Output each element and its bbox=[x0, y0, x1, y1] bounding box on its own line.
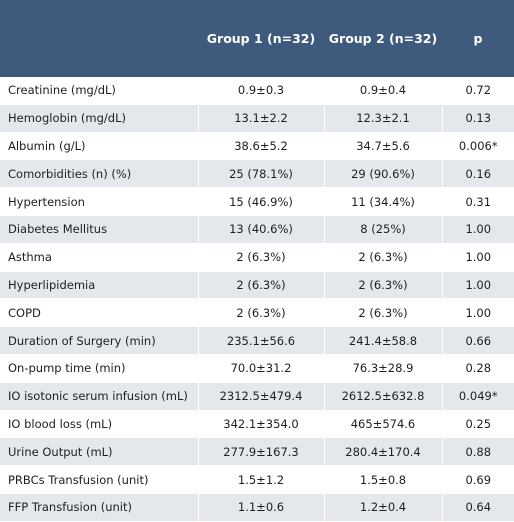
group-1-cell: 2 (6.3%) bbox=[197, 243, 324, 272]
p-value-cell: 0.31 bbox=[441, 187, 514, 216]
table-row: Duration of Surgery (min) 235.1±56.6 241.4… bbox=[0, 326, 514, 355]
p-value-cell: 0.88 bbox=[441, 437, 514, 467]
table-header: Group 1 (n=32) Group 2 (n=32) p bbox=[0, 0, 514, 77]
group-1-cell: 2 (6.3%) bbox=[197, 271, 324, 300]
p-value-cell: 0.28 bbox=[441, 354, 514, 383]
group-1-cell: 235.1±56.6 bbox=[197, 326, 324, 355]
table-row: Hemoglobin (mg/dL) 13.1±2.2 12.3±2.1 0.13 bbox=[0, 104, 514, 133]
table-row: FFP Transfusion (unit) 1.1±0.6 1.2±0.4 0.64 bbox=[0, 493, 514, 522]
table-row: IO blood loss (mL) 342.1±354.0 465±574.6 0.… bbox=[0, 410, 514, 439]
table-row: COPD 2 (6.3%) 2 (6.3%) 1.00 bbox=[0, 298, 514, 328]
header-cell-variable bbox=[0, 0, 198, 77]
p-value-cell: 1.00 bbox=[441, 243, 514, 272]
variable-cell: Asthma bbox=[0, 243, 198, 272]
variable-cell: PRBCs Transfusion (unit) bbox=[0, 465, 198, 494]
group-1-cell: 25 (78.1%) bbox=[197, 159, 324, 189]
p-value-cell: 0.66 bbox=[441, 326, 514, 355]
group-1-cell: 70.0±31.2 bbox=[197, 354, 324, 383]
table-row: On-pump time (min) 70.0±31.2 76.3±28.9 0.28 bbox=[0, 354, 514, 383]
p-value-cell: 1.00 bbox=[441, 298, 514, 328]
group-2-cell: 280.4±170.4 bbox=[323, 437, 442, 467]
p-value-cell: 0.64 bbox=[441, 493, 514, 522]
header-cell-group-2: Group 2 (n=32) bbox=[324, 0, 442, 77]
group-2-cell: 8 (25%) bbox=[323, 215, 442, 244]
header-row: Group 1 (n=32) Group 2 (n=32) p bbox=[0, 0, 514, 77]
group-1-cell: 277.9±167.3 bbox=[197, 437, 324, 467]
variable-cell: IO blood loss (mL) bbox=[0, 410, 198, 439]
group-2-cell: 76.3±28.9 bbox=[323, 354, 442, 383]
p-value-cell: 1.00 bbox=[441, 271, 514, 300]
variable-cell: Urine Output (mL) bbox=[0, 437, 198, 467]
variable-cell: Albumin (g/L) bbox=[0, 132, 198, 161]
group-2-cell: 11 (34.4%) bbox=[323, 187, 442, 216]
group-2-cell: 1.5±0.8 bbox=[323, 465, 442, 494]
group-2-cell: 29 (90.6%) bbox=[323, 159, 442, 189]
table-row: Creatinine (mg/dL) 0.9±0.3 0.9±0.4 0.72 bbox=[0, 77, 514, 105]
variable-cell: COPD bbox=[0, 298, 198, 328]
p-value-cell: 0.16 bbox=[441, 159, 514, 189]
group-2-cell: 12.3±2.1 bbox=[323, 104, 442, 133]
table-body: Creatinine (mg/dL) 0.9±0.3 0.9±0.4 0.72 Hemo… bbox=[0, 77, 514, 522]
group-2-cell: 0.9±0.4 bbox=[323, 77, 442, 105]
variable-cell: Hypertension bbox=[0, 187, 198, 216]
group-1-cell: 13 (40.6%) bbox=[197, 215, 324, 244]
table-row: Urine Output (mL) 277.9±167.3 280.4±170.4 0… bbox=[0, 437, 514, 467]
variable-cell: IO isotonic serum infusion (mL) bbox=[0, 382, 198, 411]
table-row: Comorbidities (n) (%) 25 (78.1%) 29 (90.6%… bbox=[0, 159, 514, 189]
table-row: Hyperlipidemia 2 (6.3%) 2 (6.3%) 1.00 bbox=[0, 271, 514, 300]
p-value-cell: 0.13 bbox=[441, 104, 514, 133]
group-2-cell: 2 (6.3%) bbox=[323, 243, 442, 272]
group-1-cell: 38.6±5.2 bbox=[197, 132, 324, 161]
group-1-cell: 1.1±0.6 bbox=[197, 493, 324, 522]
variable-cell: Creatinine (mg/dL) bbox=[0, 77, 198, 105]
group-1-cell: 2 (6.3%) bbox=[197, 298, 324, 328]
variable-cell: Hemoglobin (mg/dL) bbox=[0, 104, 198, 133]
p-value-cell: 0.006* bbox=[441, 132, 514, 161]
p-value-cell: 1.00 bbox=[441, 215, 514, 244]
group-1-cell: 15 (46.9%) bbox=[197, 187, 324, 216]
p-value-cell: 0.25 bbox=[441, 410, 514, 439]
p-value-cell: 0.69 bbox=[441, 465, 514, 494]
group-2-cell: 34.7±5.6 bbox=[323, 132, 442, 161]
group-1-cell: 13.1±2.2 bbox=[197, 104, 324, 133]
header-cell-group-1: Group 1 (n=32) bbox=[198, 0, 324, 77]
group-1-cell: 1.5±1.2 bbox=[197, 465, 324, 494]
p-value-cell: 0.72 bbox=[441, 77, 514, 105]
table-row: Albumin (g/L) 38.6±5.2 34.7±5.6 0.006* bbox=[0, 132, 514, 161]
group-2-cell: 2612.5±632.8 bbox=[323, 382, 442, 411]
group-2-cell: 241.4±58.8 bbox=[323, 326, 442, 355]
group-1-cell: 2312.5±479.4 bbox=[197, 382, 324, 411]
variable-cell: On-pump time (min) bbox=[0, 354, 198, 383]
group-1-cell: 342.1±354.0 bbox=[197, 410, 324, 439]
group-2-cell: 465±574.6 bbox=[323, 410, 442, 439]
table-row: PRBCs Transfusion (unit) 1.5±1.2 1.5±0.8 0.… bbox=[0, 465, 514, 494]
variable-cell: FFP Transfusion (unit) bbox=[0, 493, 198, 522]
header-cell-p: p bbox=[442, 0, 514, 77]
variable-cell: Comorbidities (n) (%) bbox=[0, 159, 198, 189]
variable-cell: Diabetes Mellitus bbox=[0, 215, 198, 244]
table-row: Diabetes Mellitus 13 (40.6%) 8 (25%) 1.00 bbox=[0, 215, 514, 244]
variable-cell: Duration of Surgery (min) bbox=[0, 326, 198, 355]
variable-cell: Hyperlipidemia bbox=[0, 271, 198, 300]
table-row: Hypertension 15 (46.9%) 11 (34.4%) 0.31 bbox=[0, 187, 514, 216]
group-1-cell: 0.9±0.3 bbox=[197, 77, 324, 105]
group-2-cell: 1.2±0.4 bbox=[323, 493, 442, 522]
group-2-cell: 2 (6.3%) bbox=[323, 298, 442, 328]
group-2-cell: 2 (6.3%) bbox=[323, 271, 442, 300]
table-row: Asthma 2 (6.3%) 2 (6.3%) 1.00 bbox=[0, 243, 514, 272]
table-row: IO isotonic serum infusion (mL) 2312.5±47… bbox=[0, 382, 514, 411]
p-value-cell: 0.049* bbox=[441, 382, 514, 411]
